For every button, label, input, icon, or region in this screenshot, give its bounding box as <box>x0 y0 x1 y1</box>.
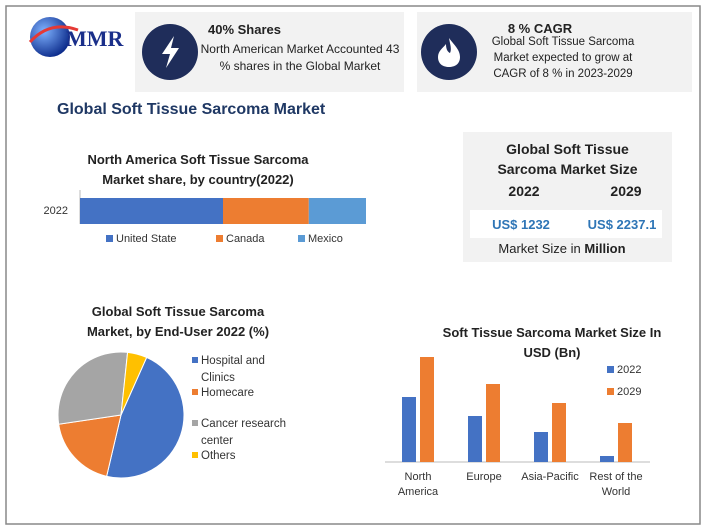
bar <box>552 403 566 462</box>
legend-label: 2022 <box>617 364 641 376</box>
size-year: 2029 <box>610 183 642 199</box>
legend-label: Cancer research center <box>201 418 287 447</box>
x-tick-label: Rest of the World <box>589 471 643 498</box>
bar-segment <box>223 198 309 224</box>
legend-label: Hospital and Clinics <box>201 355 265 384</box>
legend-swatch <box>192 389 198 395</box>
logo-text: MMR <box>66 26 124 51</box>
legend-swatch <box>607 388 614 395</box>
chart-title: Soft Tissue Sarcoma Market Size In USD (… <box>442 325 662 360</box>
legend-swatch <box>298 235 305 242</box>
pie-slice <box>58 414 122 477</box>
main-title: Global Soft Tissue Sarcoma Market <box>57 101 326 118</box>
y-tick-label: 2022 <box>44 205 68 217</box>
bar <box>468 416 482 462</box>
legend-label: Canada <box>226 233 265 245</box>
size-band <box>470 210 662 238</box>
size-unit: Million <box>584 241 626 256</box>
size-year: 2022 <box>508 183 540 199</box>
x-tick-label: Europe <box>466 471 502 483</box>
pie-slice <box>57 351 129 425</box>
legend-label: United State <box>116 233 177 245</box>
icon-circle <box>421 24 477 80</box>
logo-swoosh <box>28 25 79 44</box>
bar <box>420 357 434 462</box>
highlight-text: Global Soft Tissue Sarcoma Market expect… <box>491 36 635 80</box>
size-title: Global Soft Tissue Sarcoma Market Size <box>497 141 638 177</box>
legend-label: 2029 <box>617 386 641 398</box>
pie-slice <box>120 351 148 416</box>
bar <box>486 384 500 462</box>
x-tick-label: Asia-Pacific <box>521 471 579 483</box>
bar <box>600 456 614 462</box>
highlight-title: 8 % CAGR <box>507 21 573 36</box>
size-box <box>463 132 672 262</box>
size-value: US$ 1232 <box>492 217 550 232</box>
size-value: US$ 2237.1 <box>587 217 657 232</box>
x-tick-label: North America <box>397 471 439 498</box>
legend-label: Homecare <box>201 387 255 399</box>
legend-swatch <box>192 452 198 458</box>
icon-bolt <box>162 36 179 68</box>
icon-flame <box>438 38 460 67</box>
bar <box>618 423 632 462</box>
legend-label: Others <box>201 450 236 462</box>
chart-title: Global Soft Tissue Sarcoma Market, by En… <box>86 304 270 339</box>
bar <box>534 432 548 462</box>
bar <box>402 397 416 462</box>
highlight-text: North American Market Accounted 43 % sha… <box>200 42 400 73</box>
bar-segment <box>80 198 223 224</box>
frame <box>5 5 701 525</box>
size-note: Market Size in Million <box>470 241 654 256</box>
legend-swatch <box>192 357 198 363</box>
highlight-title: 40% Shares <box>208 22 281 37</box>
legend-swatch <box>607 366 614 373</box>
legend-swatch <box>192 420 198 426</box>
pie-slice <box>106 356 185 479</box>
legend-label: Mexico <box>308 233 343 245</box>
size-note-text: Market Size in <box>498 241 581 256</box>
legend-swatch <box>106 235 113 242</box>
bar-segment <box>308 198 366 224</box>
legend-swatch <box>216 235 223 242</box>
chart-title: North America Soft Tissue Sarcoma Market… <box>87 152 309 187</box>
